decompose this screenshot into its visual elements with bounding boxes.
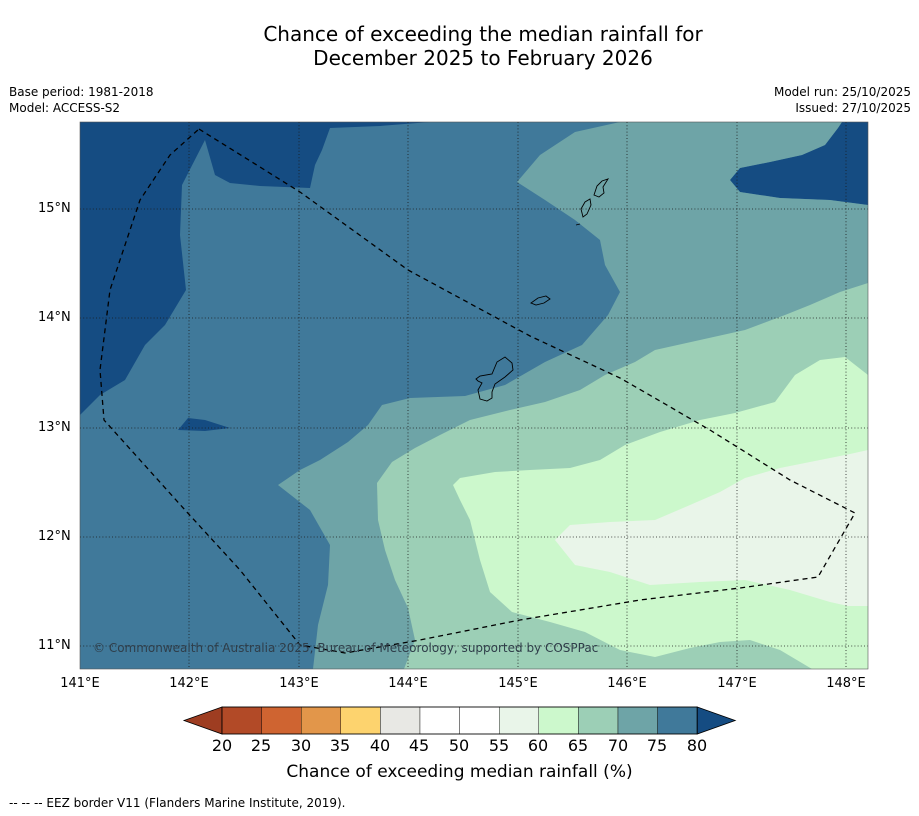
island-aguijan [575, 223, 581, 226]
lon-label-148: 148°E [826, 676, 866, 691]
map-title: Chance of exceeding the median rainfall … [0, 22, 919, 70]
colorbar-segment [617, 706, 658, 735]
model-name: Model: ACCESS-S2 [9, 101, 121, 115]
model-run: Model run: 25/10/2025 [773, 85, 911, 99]
colorbar-tick-30: 30 [290, 736, 312, 755]
lat-label-15: 15°N [38, 201, 71, 216]
colorbar-segment [459, 706, 500, 735]
contour-over-80-top [205, 122, 430, 188]
meta-left: Base period: 1981-2018 Model: ACCESS-S2 [9, 84, 154, 116]
colorbar-tick-40: 40 [369, 736, 391, 755]
colorbar-segment [419, 706, 460, 735]
colorbar-tick-45: 45 [408, 736, 430, 755]
lon-label-146: 146°E [607, 676, 647, 691]
colorbar-tick-70: 70 [607, 736, 629, 755]
colorbar-over-triangle [696, 706, 737, 735]
colorbar-under-triangle [182, 706, 223, 735]
colorbar-segment [657, 706, 698, 735]
island-tinian [580, 198, 592, 218]
title-line-1: Chance of exceeding the median rainfall … [263, 22, 703, 46]
graticule [80, 122, 868, 669]
lon-label-147: 147°E [717, 676, 757, 691]
colorbar-tick-60: 60 [527, 736, 549, 755]
contour-55-60 [555, 450, 868, 606]
islands [475, 178, 610, 402]
lon-label-143: 143°E [279, 676, 319, 691]
eez-border [99, 128, 856, 654]
contour-over-80-west [80, 122, 205, 415]
colorbar-segment [538, 706, 579, 735]
contour-over-80-ne [730, 122, 868, 205]
island-saipan [593, 178, 610, 198]
lon-label-142: 142°E [169, 676, 209, 691]
colorbar-tick-20: 20 [211, 736, 233, 755]
colorbar-segment [578, 706, 619, 735]
colorbar-tick-80: 80 [686, 736, 708, 755]
colorbar-segment [221, 706, 262, 735]
colorbar-segment [380, 706, 421, 735]
colorbar-segment [301, 706, 342, 735]
map-frame [79, 121, 869, 670]
contour-over-80-patch [178, 418, 230, 431]
lat-label-13: 13°N [38, 420, 71, 435]
lat-label-14: 14°N [38, 310, 71, 325]
lat-label-11: 11°N [38, 638, 71, 653]
meta-right: Model run: 25/10/2025 Issued: 27/10/2025 [774, 84, 911, 116]
copyright-note: © Commonwealth of Australia 2025, Bureau… [93, 641, 599, 655]
colorbar-tick-65: 65 [567, 736, 589, 755]
colorbar-tick-55: 55 [488, 736, 510, 755]
colorbar [182, 706, 737, 735]
eez-footnote: -- -- -- EEZ border V11 (Flanders Marine… [9, 796, 346, 810]
island-guam [475, 356, 514, 402]
colorbar-segment [340, 706, 381, 735]
title-line-2: December 2025 to February 2026 [313, 46, 653, 70]
colorbar-segment [261, 706, 302, 735]
colorbar-tick-35: 35 [329, 736, 351, 755]
lat-label-12: 12°N [38, 529, 71, 544]
colorbar-label: Chance of exceeding median rainfall (%) [286, 762, 633, 782]
contour-60-65 [453, 357, 868, 669]
base-period: Base period: 1981-2018 [9, 85, 154, 99]
contour-layer [80, 122, 868, 669]
colorbar-outline [221, 706, 698, 735]
issued-date: Issued: 27/10/2025 [795, 101, 911, 115]
colorbar-tick-50: 50 [448, 736, 470, 755]
colorbar-segment [499, 706, 540, 735]
island-rota [530, 295, 551, 306]
colorbar-tick-75: 75 [646, 736, 668, 755]
lon-label-145: 145°E [498, 676, 538, 691]
lon-label-141: 141°E [60, 676, 100, 691]
lon-label-144: 144°E [388, 676, 428, 691]
colorbar-tick-25: 25 [250, 736, 272, 755]
